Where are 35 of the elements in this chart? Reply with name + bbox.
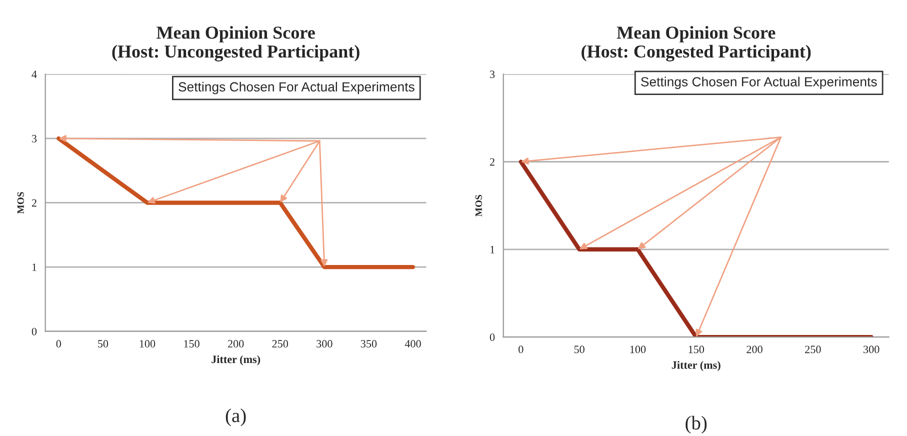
annotation: Settings Chosen For Actual Experiments bbox=[641, 76, 877, 90]
x-tick-label: 400 bbox=[404, 340, 421, 348]
x-tick-label: 200 bbox=[746, 346, 762, 354]
x-axis-title: Jitter (ms) bbox=[212, 355, 260, 366]
x-tick-label: 100 bbox=[630, 346, 646, 354]
y-tick-label: 2 bbox=[32, 199, 36, 207]
x-tick-label: 150 bbox=[688, 346, 704, 354]
x-tick-label: 50 bbox=[574, 346, 584, 354]
y-tick-label: 3 bbox=[32, 134, 37, 142]
x-tick-label: 150 bbox=[184, 340, 200, 348]
y-tick-label: 4 bbox=[32, 70, 37, 78]
x-tick-label: 200 bbox=[228, 340, 244, 348]
annotation: Settings Chosen For Actual Experiments bbox=[178, 82, 414, 94]
y-tick-label: 3 bbox=[490, 70, 495, 78]
x-tick-label: 300 bbox=[316, 340, 332, 348]
x-tick-label: 350 bbox=[360, 340, 377, 348]
x-tick-label: 0 bbox=[56, 340, 61, 348]
text: (a) bbox=[226, 408, 246, 426]
chart-title: Mean Opinion Score (Host: Congested Participant) bbox=[582, 26, 811, 62]
text: (b) bbox=[686, 416, 707, 434]
chart-title: Mean Opinion Score (Host: Uncongested Participant) bbox=[112, 26, 360, 62]
y-tick-label: 2 bbox=[490, 158, 494, 166]
y-axis-title: MOS bbox=[17, 192, 24, 214]
x-axis-title: Jitter (ms) bbox=[672, 360, 720, 372]
x-tick-label: 300 bbox=[864, 346, 880, 354]
y-tick-label: 0 bbox=[32, 328, 37, 336]
x-tick-label: 250 bbox=[272, 340, 288, 348]
y-tick-label: 0 bbox=[490, 333, 495, 341]
x-tick-label: 250 bbox=[805, 346, 821, 354]
x-tick-label: 100 bbox=[140, 340, 156, 348]
y-tick-label: 1 bbox=[32, 264, 36, 271]
x-tick-label: 50 bbox=[98, 340, 108, 348]
x-tick-label: 0 bbox=[518, 346, 524, 354]
y-tick-label: 1 bbox=[490, 246, 494, 254]
y-axis-title: MOS bbox=[475, 194, 482, 216]
